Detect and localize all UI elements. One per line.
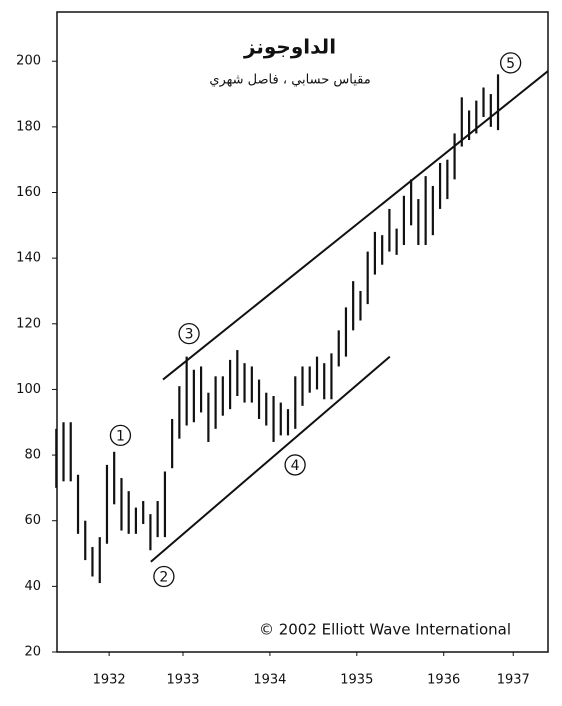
y-tick-label: 20 xyxy=(24,645,41,660)
chart-title: الداوجونز xyxy=(243,35,336,59)
y-tick-label: 40 xyxy=(24,579,41,594)
x-tick-label: 1937 xyxy=(497,673,530,688)
wave-label: 2 xyxy=(159,570,168,586)
trend-line xyxy=(162,70,549,381)
copyright: © 2002 Elliott Wave International xyxy=(259,621,511,639)
wave-circle xyxy=(499,52,522,74)
y-tick-label: 200 xyxy=(16,54,41,69)
wave-label: 1 xyxy=(116,428,125,444)
chart-subtitle: مقياس حسابي ، فاصل شهري xyxy=(209,73,370,88)
x-tick-label: 1933 xyxy=(166,673,199,688)
x-tick-label: 1934 xyxy=(253,673,286,688)
y-tick-label: 120 xyxy=(16,316,41,331)
y-tick-label: 180 xyxy=(16,119,41,134)
y-tick-label: 60 xyxy=(24,513,41,528)
wave-circle xyxy=(178,322,200,345)
y-tick-label: 160 xyxy=(16,185,41,200)
wave-label: 4 xyxy=(291,458,300,474)
trend-line xyxy=(150,355,391,563)
wave-label: 5 xyxy=(506,56,515,72)
wave-label: 3 xyxy=(185,327,194,343)
wave-circle xyxy=(284,454,306,476)
wave-circle xyxy=(153,565,175,588)
y-tick-label: 140 xyxy=(16,251,41,266)
y-tick-label: 80 xyxy=(24,448,41,463)
y-tick-label: 100 xyxy=(16,382,41,397)
x-tick-label: 1936 xyxy=(427,673,460,688)
x-tick-label: 1935 xyxy=(340,673,373,688)
plot-frame xyxy=(56,11,549,653)
x-tick-label: 1932 xyxy=(93,673,126,688)
wave-circle xyxy=(109,424,132,447)
